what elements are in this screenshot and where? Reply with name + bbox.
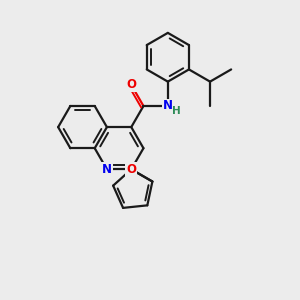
Text: H: H [172,106,181,116]
Text: O: O [126,163,136,176]
Text: N: N [102,163,112,176]
Text: N: N [163,100,173,112]
Text: O: O [126,78,136,92]
